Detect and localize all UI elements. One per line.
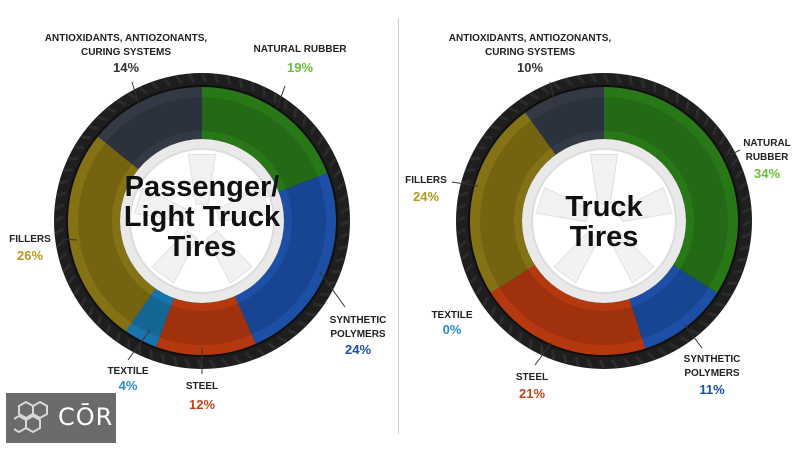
slice-label-natural-rubber: NATURAL RUBBER (254, 44, 348, 55)
slice-label-steel: STEEL (516, 372, 548, 383)
slice-label-antioxidants-antiozonants-curing-systems: CURING SYSTEMS (485, 47, 575, 58)
logo-text: CŌR (58, 403, 113, 431)
hexagon-cluster-icon (14, 401, 54, 435)
slice-value-synthetic-polymers: 11% (699, 382, 725, 397)
slice-value-textile: 4% (119, 378, 138, 393)
slice-label-antioxidants-antiozonants-curing-systems: ANTIOXIDANTS, ANTIOZONANTS, (449, 33, 612, 44)
slice-label-synthetic-polymers: SYNTHETIC (330, 315, 387, 326)
slice-label-antioxidants-antiozonants-curing-systems: ANTIOXIDANTS, ANTIOZONANTS, (45, 33, 208, 44)
slice-value-steel: 21% (519, 386, 545, 401)
slice-label-synthetic-polymers: SYNTHETIC (684, 354, 741, 365)
slice-value-steel: 12% (189, 397, 215, 412)
slice-label-fillers: FILLERS (405, 175, 447, 186)
slice-label-natural-rubber: RUBBER (746, 152, 790, 163)
slice-label-fillers: FILLERS (9, 234, 51, 245)
slice-value-fillers: 24% (413, 189, 439, 204)
chart-title-line: Light Truck (124, 201, 281, 233)
chart-title-line: Truck (565, 191, 643, 223)
slice-label-antioxidants-antiozonants-curing-systems: CURING SYSTEMS (81, 47, 171, 58)
slice-value-natural-rubber: 34% (754, 166, 780, 181)
slice-value-textile: 0% (443, 322, 462, 337)
slice-value-fillers: 26% (17, 248, 43, 263)
divider (398, 18, 399, 434)
slice-label-synthetic-polymers: POLYMERS (684, 368, 740, 379)
slice-label-textile: TEXTILE (107, 366, 148, 377)
chart-title-line: Tires (168, 231, 237, 263)
slice-value-antioxidants-antiozonants-curing-systems: 10% (517, 60, 543, 75)
slice-label-synthetic-polymers: POLYMERS (330, 329, 386, 340)
chart-title-line: Tires (570, 221, 639, 253)
cor-logo: CŌR (6, 393, 116, 443)
slice-label-natural-rubber: NATURAL (743, 138, 791, 149)
slice-label-textile: TEXTILE (431, 310, 472, 321)
slice-value-antioxidants-antiozonants-curing-systems: 14% (113, 60, 139, 75)
chart-title-line: Passenger/ (125, 171, 280, 203)
slice-value-synthetic-polymers: 24% (345, 342, 371, 357)
slice-label-steel: STEEL (186, 381, 218, 392)
slice-value-natural-rubber: 19% (287, 60, 313, 75)
